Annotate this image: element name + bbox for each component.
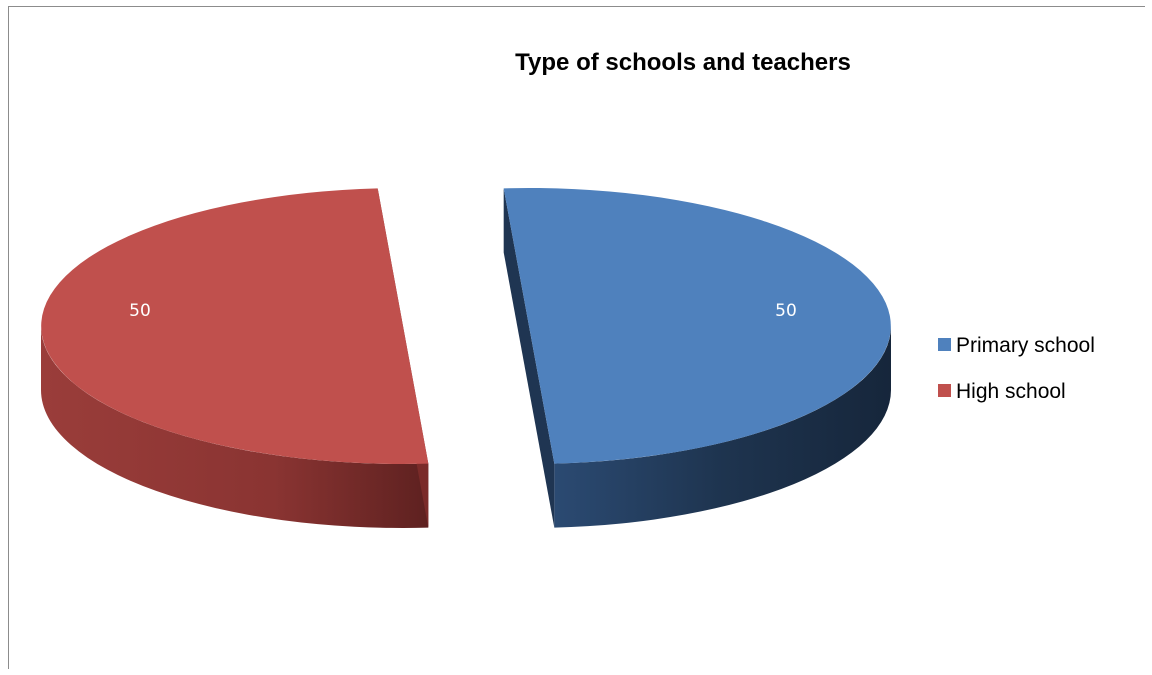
legend-item: High school <box>938 380 1066 403</box>
legend-item: Primary school <box>938 334 1095 357</box>
data-label: 50 <box>129 301 151 321</box>
slice-top-face <box>503 188 891 464</box>
legend-swatch <box>938 384 951 397</box>
slices-layer <box>41 188 892 528</box>
legend: Primary school High school <box>938 334 1095 403</box>
slice-top-face <box>41 188 429 464</box>
pie-slice-primary-school <box>503 188 892 528</box>
pie-slice-high-school <box>41 188 429 528</box>
slice-side-wall <box>554 326 892 528</box>
data-label: 50 <box>775 301 797 321</box>
chart-title: Type of schools and teachers <box>515 49 851 76</box>
legend-label: High school <box>956 380 1066 403</box>
data-labels-layer: 50 50 <box>129 301 797 321</box>
slice-side-wall <box>41 326 429 528</box>
legend-label: Primary school <box>956 334 1095 357</box>
legend-swatch <box>938 338 951 351</box>
slice-cut-face <box>503 188 555 528</box>
